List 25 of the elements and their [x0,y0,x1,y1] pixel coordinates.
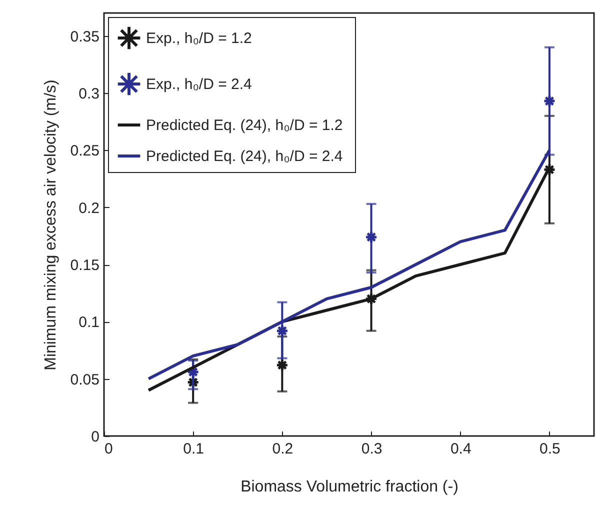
x-tick-label: 0 [104,440,113,458]
point [276,324,289,338]
y-tick-label: 0 [91,428,100,446]
point [364,292,378,306]
y-tick-label: 0.25 [70,142,100,160]
y-tick-label: 0.2 [78,200,100,217]
y-tick-label: 0.35 [70,28,100,46]
y-tick-label: 0.15 [70,257,100,274]
y-tick-label: 0.3 [78,86,100,103]
point [364,230,378,244]
y-axis-title: Minimum mixing excess air velocity (m/s) [42,80,60,370]
legend-label: Predicted Eq. (24), h₀/D = 1.2 [146,117,343,134]
x-axis-title: Biomass Volumetric fraction (-) [240,478,458,496]
y-tick-label: 0.1 [78,314,100,332]
x-tick-label: 0.4 [450,440,472,458]
legend-label: Exp., h₀/D = 1.2 [146,30,252,47]
x-tick-label: 0.2 [272,440,294,458]
x-tick-label: 0.1 [183,440,204,458]
y-tick-label: 0.05 [70,371,100,388]
point [542,94,556,108]
x-tick-label: 0.3 [361,440,382,458]
legend-label: Predicted Eq. (24), h₀/D = 2.4 [146,148,343,165]
point [276,358,289,372]
x-tick-label: 0.5 [540,440,560,458]
legend-label: Exp., h₀/D = 2.4 [146,76,252,93]
